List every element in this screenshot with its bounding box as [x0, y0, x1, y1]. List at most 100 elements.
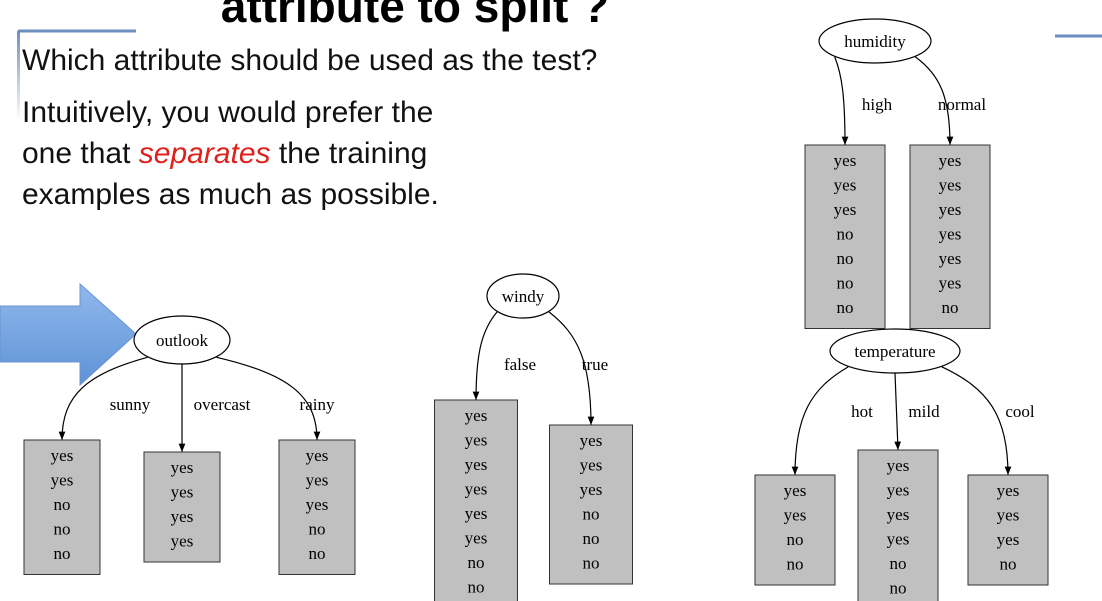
- root-label: outlook: [156, 331, 208, 350]
- leaf-label: no: [309, 520, 326, 539]
- branch-label: overcast: [194, 395, 251, 414]
- root-label: humidity: [844, 32, 906, 51]
- slide-title: attribute to split ?: [221, 0, 609, 32]
- edge: [472, 311, 498, 401]
- leaf-label: no: [837, 298, 854, 317]
- leaf-box: [23, 439, 101, 575]
- branch-label: normal: [938, 95, 986, 114]
- branch-label: high: [862, 95, 893, 114]
- corner-line: [17, 31, 20, 121]
- branch-label: cool: [1005, 402, 1035, 421]
- branch-label: true: [582, 355, 608, 374]
- question: Which attribute should be used as the te…: [22, 44, 597, 77]
- leaf-label: no: [1000, 555, 1017, 574]
- tree: sunny yes yes no no no overcast yes yes yes yes rai…: [23, 315, 356, 575]
- leaf-label: yes: [887, 530, 910, 549]
- leaf-label: yes: [997, 506, 1020, 525]
- leaf-label: no: [837, 274, 854, 293]
- leaf-box: [804, 144, 886, 329]
- leaf-label: yes: [939, 274, 962, 293]
- branch-label: sunny: [110, 395, 151, 414]
- leaf-label: yes: [997, 530, 1020, 549]
- leaf-label: yes: [784, 481, 807, 500]
- leaf-label: no: [54, 520, 71, 539]
- intuition-line: one that separates the training: [22, 137, 427, 170]
- leaf-label: no: [583, 505, 600, 524]
- branch-label: mild: [908, 402, 940, 421]
- leaf-box: [754, 474, 836, 586]
- leaf-label: yes: [939, 176, 962, 195]
- leaf-label: no: [309, 544, 326, 563]
- edge: [834, 56, 849, 146]
- intuition-line: Intuitively, you would prefer the: [22, 96, 433, 129]
- leaf-label: yes: [939, 225, 962, 244]
- leaf-label: yes: [834, 200, 857, 219]
- leaf-label: yes: [834, 151, 857, 170]
- trees: sunny yes yes no no no overcast yes yes yes yes rai…: [23, 18, 1049, 601]
- tree: high yes yes yes no no no no normal yes yes yes yes y…: [804, 18, 991, 329]
- root-node: [133, 315, 231, 365]
- leaf-label: yes: [939, 151, 962, 170]
- leaf-label: yes: [465, 529, 488, 548]
- leaf-label: yes: [171, 532, 194, 551]
- edge: [791, 366, 849, 476]
- emphasis: separates: [139, 137, 271, 170]
- leaf-label: yes: [939, 200, 962, 219]
- leaf-label: no: [890, 554, 907, 573]
- tree: hot yes yes no no mild yes yes yes yes no no cool yes…: [754, 328, 1049, 601]
- text: one that: [22, 137, 131, 170]
- leaf-label: no: [468, 553, 485, 572]
- leaf-label: yes: [887, 481, 910, 500]
- leaf-label: yes: [887, 505, 910, 524]
- leaf-box: [857, 449, 939, 601]
- leaf-label: no: [837, 249, 854, 268]
- leaf-label: yes: [306, 471, 329, 490]
- leaf-label: no: [54, 544, 71, 563]
- text: the training: [279, 137, 427, 170]
- leaf-label: yes: [784, 506, 807, 525]
- leaf-label: yes: [171, 507, 194, 526]
- leaf-label: yes: [465, 406, 488, 425]
- leaf-box: [967, 474, 1049, 586]
- leaf-box: [434, 399, 518, 601]
- leaf-label: no: [787, 555, 804, 574]
- leaf-label: yes: [171, 458, 194, 477]
- leaf-label: yes: [51, 471, 74, 490]
- leaf-label: no: [837, 225, 854, 244]
- leaf-label: yes: [306, 446, 329, 465]
- leaf-label: yes: [834, 176, 857, 195]
- leaf-label: yes: [580, 480, 603, 499]
- edge: [58, 356, 148, 441]
- leaf-label: yes: [580, 431, 603, 450]
- edge: [216, 356, 321, 441]
- edge: [914, 56, 954, 146]
- root-node: [818, 18, 932, 64]
- leaf-label: yes: [939, 249, 962, 268]
- pointer-arrow: [0, 282, 137, 387]
- leaf-label: yes: [51, 446, 74, 465]
- edge: [941, 366, 1012, 476]
- root-label: temperature: [854, 342, 935, 361]
- branch-label: hot: [851, 402, 873, 421]
- edge: [894, 372, 902, 451]
- leaf-label: no: [468, 578, 485, 597]
- leaf-label: yes: [580, 456, 603, 475]
- leaf-label: no: [787, 530, 804, 549]
- leaf-label: no: [54, 495, 71, 514]
- tree: false yes yes yes yes yes yes no no true yes yes yes…: [434, 273, 633, 601]
- leaf-label: yes: [465, 504, 488, 523]
- leaf-label: no: [942, 298, 959, 317]
- leaf-label: yes: [465, 431, 488, 450]
- leaf-label: yes: [887, 456, 910, 475]
- leaf-label: yes: [465, 480, 488, 499]
- leaf-box: [278, 439, 356, 575]
- root-node: [829, 328, 961, 374]
- leaf-label: no: [890, 579, 907, 598]
- edge: [548, 311, 595, 426]
- leaf-label: yes: [997, 481, 1020, 500]
- branch-label: false: [504, 355, 536, 374]
- leaf-box: [143, 451, 221, 563]
- root-node: [486, 273, 560, 319]
- leaf-label: no: [583, 529, 600, 548]
